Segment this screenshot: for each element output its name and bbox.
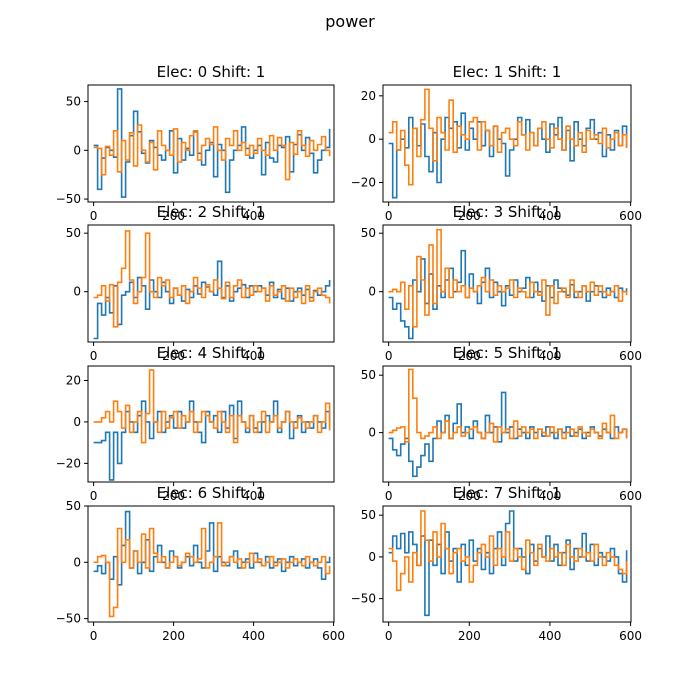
y-tick-label: 0 bbox=[73, 143, 81, 157]
series-line-1 bbox=[388, 228, 628, 328]
subplot-title: Elec: 4 Shift: 1 bbox=[157, 344, 266, 362]
series-line-1 bbox=[388, 368, 628, 443]
x-tick-label: 600 bbox=[619, 209, 642, 223]
y-tick-label: 50 bbox=[361, 368, 376, 382]
x-tick-label: 0 bbox=[385, 349, 393, 363]
y-tick-label: 20 bbox=[66, 374, 81, 388]
x-tick-label: 200 bbox=[458, 489, 481, 503]
subplot-7: 0 200 400 600 −50 0 50 Elec: 7 Shift: 1 bbox=[351, 484, 642, 643]
subplot-3: 0 200 400 600 0 50 Elec: 3 Shift: 1 bbox=[361, 203, 642, 363]
subplot-title: Elec: 7 Shift: 1 bbox=[453, 484, 562, 502]
x-tick-label: 400 bbox=[242, 209, 265, 223]
subplot-6: 0 200 400 600 −50 0 50 Elec: 6 Shift: 1 bbox=[56, 484, 345, 643]
axes-frame bbox=[87, 505, 335, 623]
y-tick-label: 50 bbox=[361, 226, 376, 240]
subplot-1: 0 200 400 600 −20 0 20 Elec: 1 Shift: 1 bbox=[351, 63, 642, 223]
x-tick-label: 200 bbox=[458, 349, 481, 363]
axes-frame bbox=[87, 224, 335, 343]
x-tick-label: 200 bbox=[162, 349, 185, 363]
x-tick-label: 200 bbox=[162, 209, 185, 223]
series-line-0 bbox=[93, 400, 331, 481]
axes-frame bbox=[87, 365, 335, 483]
y-tick-label: 50 bbox=[66, 95, 81, 109]
x-tick-label: 0 bbox=[385, 209, 393, 223]
x-tick-label: 200 bbox=[458, 629, 481, 643]
x-tick-label: 400 bbox=[538, 629, 561, 643]
x-tick-label: 200 bbox=[458, 209, 481, 223]
subplot-title: Elec: 1 Shift: 1 bbox=[453, 63, 562, 81]
series-line-0 bbox=[388, 112, 628, 199]
axes-frame bbox=[382, 505, 632, 623]
x-tick-label: 600 bbox=[322, 629, 345, 643]
x-tick-label: 0 bbox=[385, 489, 393, 503]
x-tick-label: 0 bbox=[385, 629, 393, 643]
series-line-1 bbox=[93, 230, 331, 328]
y-tick-label: 0 bbox=[368, 132, 376, 146]
x-tick-label: 400 bbox=[538, 489, 561, 503]
x-tick-label: 600 bbox=[619, 629, 642, 643]
subplot-5: 0 200 400 600 0 50 Elec: 5 Shift: 1 bbox=[361, 344, 642, 503]
subplot-2: 0 200 400 0 50 Elec: 2 Shift: 1 bbox=[66, 203, 335, 363]
x-tick-label: 600 bbox=[619, 349, 642, 363]
x-tick-label: 0 bbox=[90, 489, 98, 503]
subplot-title: Elec: 6 Shift: 1 bbox=[157, 484, 266, 502]
y-tick-label: 0 bbox=[368, 285, 376, 299]
axes-frame bbox=[382, 224, 632, 343]
subplot-4: 0 200 400 −20 0 20 Elec: 4 Shift: 1 bbox=[56, 344, 335, 503]
y-tick-label: 0 bbox=[368, 426, 376, 440]
y-tick-label: 0 bbox=[73, 285, 81, 299]
subplot-title: Elec: 5 Shift: 1 bbox=[453, 344, 562, 362]
x-tick-label: 400 bbox=[538, 349, 561, 363]
series-line-1 bbox=[93, 522, 331, 618]
x-tick-label: 0 bbox=[90, 629, 98, 643]
subplot-title: Elec: 0 Shift: 1 bbox=[157, 63, 266, 81]
x-tick-label: 200 bbox=[162, 629, 185, 643]
series-line-1 bbox=[388, 510, 628, 592]
axes-frame bbox=[87, 84, 335, 203]
series-line-1 bbox=[388, 88, 628, 186]
y-tick-label: −50 bbox=[56, 192, 81, 206]
subplot-0: 0 200 400 −50 0 50 Elec: 0 Shift: 1 bbox=[56, 63, 335, 223]
subplot-title: Elec: 3 Shift: 1 bbox=[453, 203, 562, 221]
y-tick-label: −50 bbox=[351, 592, 376, 606]
axes-frame bbox=[382, 84, 632, 203]
x-tick-label: 0 bbox=[90, 349, 98, 363]
y-tick-label: 0 bbox=[73, 555, 81, 569]
y-tick-label: −20 bbox=[56, 456, 81, 470]
y-tick-label: −20 bbox=[351, 176, 376, 190]
y-tick-label: 0 bbox=[368, 550, 376, 564]
y-tick-label: 50 bbox=[361, 508, 376, 522]
y-tick-label: 50 bbox=[66, 499, 81, 513]
x-tick-label: 600 bbox=[619, 489, 642, 503]
figure-title: power bbox=[325, 12, 375, 31]
y-tick-label: 20 bbox=[361, 89, 376, 103]
x-tick-label: 400 bbox=[538, 209, 561, 223]
y-tick-label: −50 bbox=[56, 612, 81, 626]
subplot-title: Elec: 2 Shift: 1 bbox=[157, 203, 266, 221]
x-tick-label: 0 bbox=[90, 209, 98, 223]
y-tick-label: 50 bbox=[66, 226, 81, 240]
y-tick-label: 0 bbox=[73, 415, 81, 429]
series-line-1 bbox=[93, 124, 331, 181]
series-line-1 bbox=[93, 369, 331, 444]
series-line-0 bbox=[388, 510, 628, 617]
x-tick-label: 400 bbox=[242, 489, 265, 503]
x-tick-label: 200 bbox=[162, 489, 185, 503]
x-tick-label: 400 bbox=[242, 629, 265, 643]
x-tick-label: 400 bbox=[242, 349, 265, 363]
axes-frame bbox=[382, 365, 632, 483]
